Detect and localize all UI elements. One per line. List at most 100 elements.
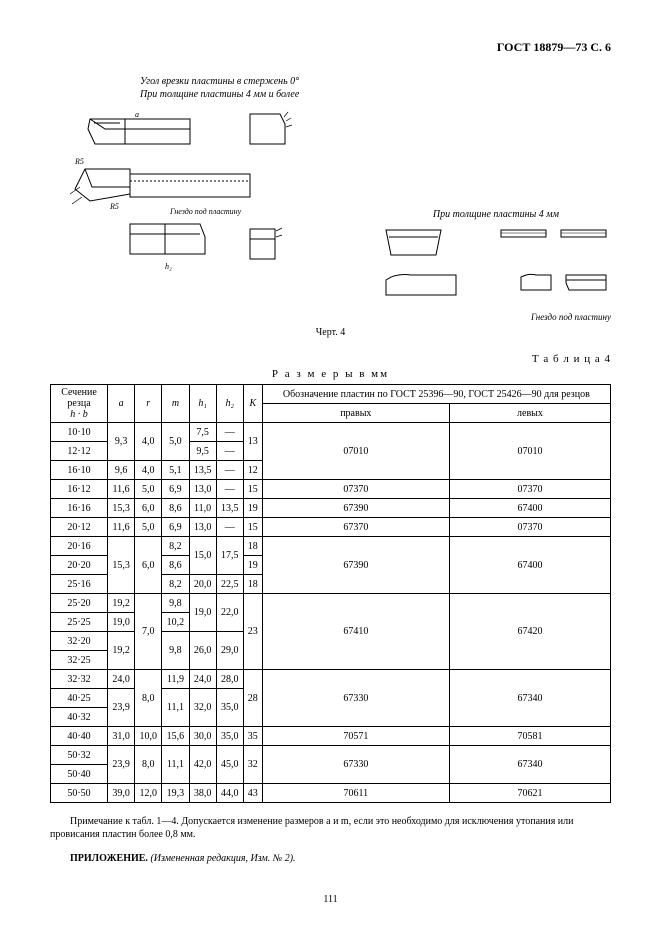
cell-h1: 20,0 (189, 575, 216, 594)
cell-pl: 67340 (449, 670, 610, 727)
svg-text:R5: R5 (74, 157, 84, 166)
cell-h1: 13,5 (189, 461, 216, 480)
cell-a: 39,0 (108, 784, 135, 803)
cell-K: 18 (243, 575, 262, 594)
cell-K: 19 (243, 556, 262, 575)
cell-sec: 40·32 (51, 708, 108, 727)
cell-a: 15,3 (108, 499, 135, 518)
table-note: Примечание к табл. 1—4. Допускается изме… (50, 815, 611, 841)
table-row: 20·1615,36,08,215,017,5186739067400 (51, 537, 611, 556)
cell-r: 7,0 (135, 594, 162, 670)
cell-pr: 67390 (262, 499, 449, 518)
cell-sec: 40·40 (51, 727, 108, 746)
cell-h2: 35,0 (216, 727, 243, 746)
cell-K: 28 (243, 670, 262, 727)
cell-sec: 16·12 (51, 480, 108, 499)
caption-line-1: Угол врезки пластины в стержень 0° (140, 76, 299, 87)
cell-sec: 32·25 (51, 651, 108, 670)
cell-K: 32 (243, 746, 262, 784)
cell-K: 43 (243, 784, 262, 803)
table-number-label: Т а б л и ц а 4 (50, 353, 611, 365)
cell-sec: 50·50 (51, 784, 108, 803)
cell-K: 12 (243, 461, 262, 480)
cell-sec: 20·12 (51, 518, 108, 537)
cell-h1: 42,0 (189, 746, 216, 784)
cell-m: 8,2 (162, 537, 189, 556)
cell-h2: 45,0 (216, 746, 243, 784)
cell-K: 15 (243, 518, 262, 537)
cell-a: 31,0 (108, 727, 135, 746)
cell-pr: 70571 (262, 727, 449, 746)
cutter-diagram-right (381, 225, 611, 310)
diagram-right-group: При толщине пластины 4 мм Гнездо под пла… (381, 209, 611, 322)
cell-r: 12,0 (135, 784, 162, 803)
document-header: ГОСТ 18879—73 С. 6 (50, 40, 611, 55)
cell-sec: 10·10 (51, 423, 108, 442)
cell-m: 11,9 (162, 670, 189, 689)
cell-m: 8,6 (162, 499, 189, 518)
cell-h1: 7,5 (189, 423, 216, 442)
col-section: Сечение резца h · b (51, 385, 108, 423)
cell-sec: 32·20 (51, 632, 108, 651)
cell-pr: 67330 (262, 670, 449, 727)
cell-K: 18 (243, 537, 262, 556)
cell-a: 11,6 (108, 518, 135, 537)
cell-sec: 16·10 (51, 461, 108, 480)
diagram-top-caption: Угол врезки пластины в стержень 0° При т… (140, 75, 611, 101)
cell-h1: 9,5 (189, 442, 216, 461)
cell-pl: 67400 (449, 499, 610, 518)
cell-pr: 67370 (262, 518, 449, 537)
cell-r: 10,0 (135, 727, 162, 746)
cell-r: 4,0 (135, 461, 162, 480)
appendix-label: ПРИЛОЖЕНИЕ. (70, 853, 148, 864)
cell-m: 9,8 (162, 594, 189, 613)
table-row: 16·1211,65,06,913,0—150737007370 (51, 480, 611, 499)
cell-K: 19 (243, 499, 262, 518)
cell-m: 6,9 (162, 480, 189, 499)
table-header: Сечение резца h · b a r m h₁ h₂ K Обозна… (51, 385, 611, 423)
col-left: левых (449, 404, 610, 423)
cell-h1: 38,0 (189, 784, 216, 803)
cell-r: 6,0 (135, 537, 162, 594)
cell-pl: 67420 (449, 594, 610, 670)
cell-a: 19,2 (108, 594, 135, 613)
cell-sec: 50·32 (51, 746, 108, 765)
cell-pr: 07370 (262, 480, 449, 499)
cell-pr: 70611 (262, 784, 449, 803)
svg-text:h₂: h₂ (165, 262, 172, 271)
cell-sec: 40·25 (51, 689, 108, 708)
cell-h2: — (216, 518, 243, 537)
cell-r: 5,0 (135, 480, 162, 499)
cell-h2: — (216, 480, 243, 499)
cell-sec: 32·32 (51, 670, 108, 689)
cell-h1: 32,0 (189, 689, 216, 727)
cell-h2: 29,0 (216, 632, 243, 670)
table-row: 10·109,34,05,07,5—130701007010 (51, 423, 611, 442)
cell-r: 8,0 (135, 746, 162, 784)
cell-sec: 12·12 (51, 442, 108, 461)
cell-m: 5,1 (162, 461, 189, 480)
table-row: 16·1615,36,08,611,013,5196739067400 (51, 499, 611, 518)
cell-h1: 19,0 (189, 594, 216, 632)
cell-h2: 22,5 (216, 575, 243, 594)
cell-a: 9,3 (108, 423, 135, 461)
col-plates: Обозначение пластин по ГОСТ 25396—90, ГО… (262, 385, 610, 404)
svg-text:a: a (135, 110, 139, 119)
cell-pr: 67410 (262, 594, 449, 670)
cell-h2: — (216, 442, 243, 461)
cell-h1: 13,0 (189, 518, 216, 537)
cell-r: 5,0 (135, 518, 162, 537)
cell-a: 24,0 (108, 670, 135, 689)
cell-pl: 07010 (449, 423, 610, 480)
col-r: r (135, 385, 162, 423)
svg-text:R5: R5 (109, 202, 119, 211)
col-h1: h₁ (189, 385, 216, 423)
cell-pl: 70621 (449, 784, 610, 803)
cell-h1: 15,0 (189, 537, 216, 575)
cell-a: 23,9 (108, 689, 135, 727)
page-number: 111 (50, 894, 611, 905)
cell-sec: 20·16 (51, 537, 108, 556)
cell-h2: 17,5 (216, 537, 243, 575)
col-K: K (243, 385, 262, 423)
table-row: 25·2019,27,09,819,022,0236741067420 (51, 594, 611, 613)
